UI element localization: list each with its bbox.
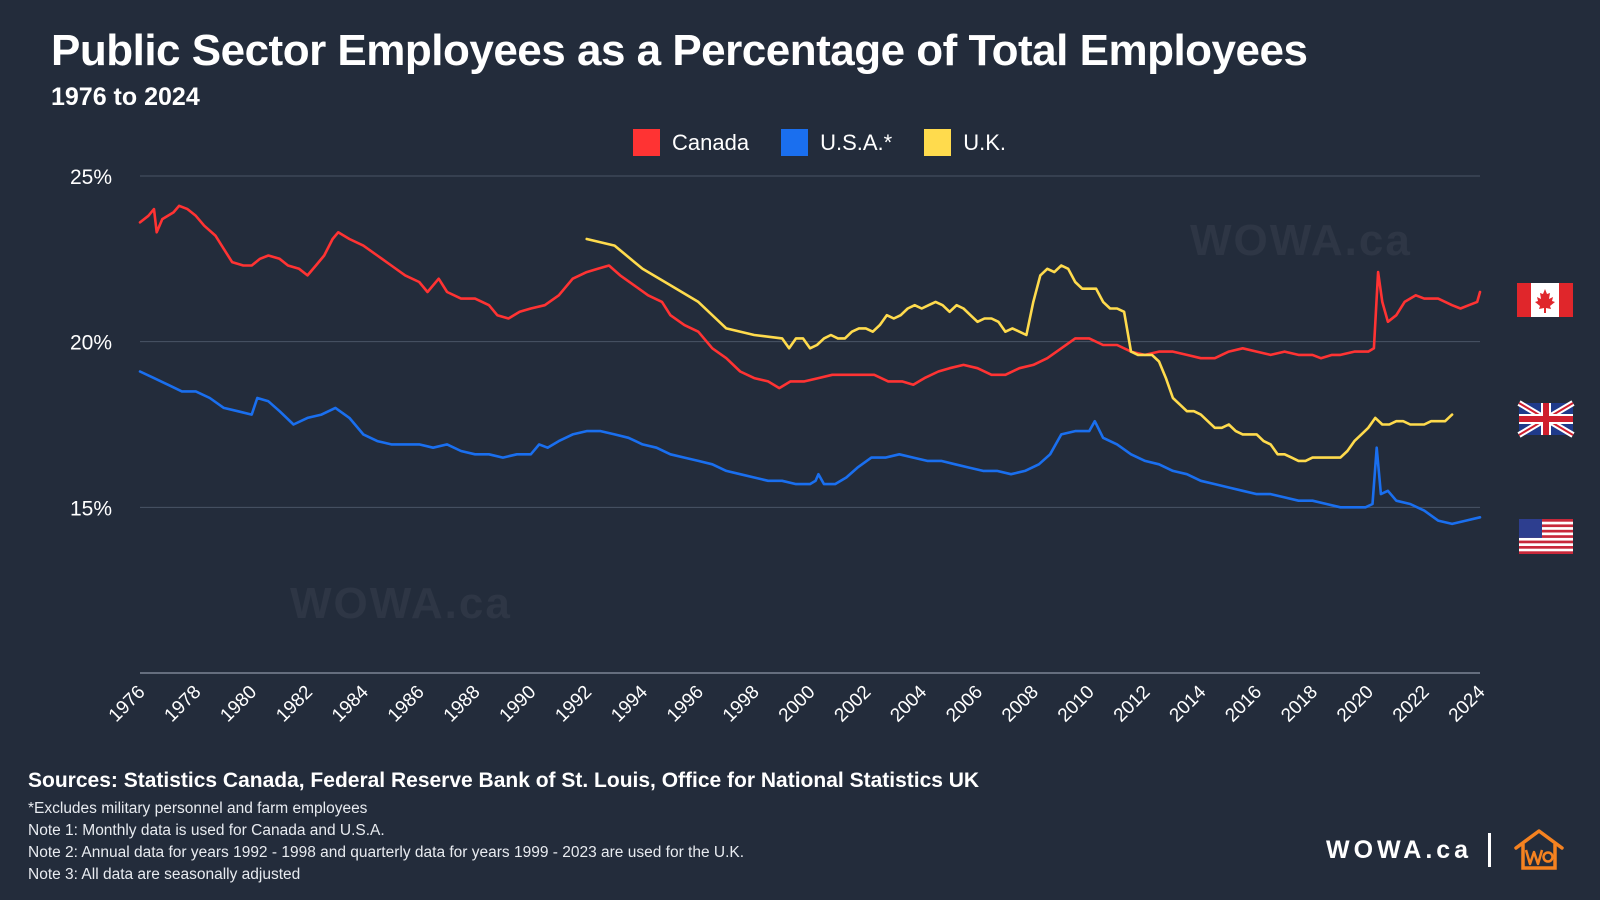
- legend-item-usa: U.S.A.*: [781, 129, 892, 156]
- legend-swatch-canada: [633, 129, 660, 156]
- legend-label-canada: Canada: [672, 129, 750, 155]
- x-tick-label: 1984: [328, 681, 373, 726]
- legend-swatch-usa: [781, 129, 809, 156]
- x-tick-label: 2016: [1221, 682, 1266, 727]
- x-tick-label: 1978: [161, 682, 206, 727]
- x-tick-label: 1976: [105, 682, 150, 727]
- footnote-usa: *Excludes military personnel and farm em…: [28, 800, 368, 817]
- x-tick-label: 2000: [775, 682, 820, 727]
- x-tick-label: 1982: [272, 682, 317, 727]
- x-tick-label: 2012: [1110, 682, 1155, 727]
- series-line-canada: [138, 204, 1482, 390]
- x-tick-label: 2024: [1445, 681, 1490, 726]
- x-tick-label: 2020: [1333, 682, 1378, 727]
- note-2: Note 2: Annual data for years 1992 - 199…: [28, 844, 745, 861]
- line-chart: WOWA.ca WOWA.ca 15%20%25% 1976 1978 1980 19…: [70, 166, 1575, 726]
- usa-flag-icon: [1519, 519, 1573, 554]
- y-tick-label: 20%: [70, 332, 112, 355]
- watermark-top: WOWA.ca: [1190, 216, 1412, 265]
- x-tick-label: 1998: [719, 682, 764, 727]
- series-line-usa: [138, 370, 1482, 526]
- x-tick-label: 2004: [886, 681, 931, 726]
- legend-item-uk: U.K.: [924, 129, 1006, 156]
- legend-swatch-uk: [924, 129, 952, 156]
- y-axis-ticks: 15% 20% 25%: [70, 166, 112, 520]
- x-axis-ticks: 1976 1978 1980 1982 1984 1986 1988 1990 1992 1994…: [105, 681, 1490, 726]
- x-tick-label: 1988: [440, 682, 485, 727]
- note-1: Note 1: Monthly data is used for Canada …: [28, 822, 385, 839]
- brand-name: WOWA.ca: [1326, 835, 1473, 864]
- x-tick-label: 2008: [998, 682, 1043, 727]
- legend-label-uk: U.K.: [963, 129, 1007, 155]
- x-tick-label: 2014: [1166, 681, 1211, 726]
- x-tick-label: 2022: [1389, 682, 1434, 727]
- chart-title: Public Sector Employees as a Percentage …: [51, 26, 1308, 75]
- watermark-bottom: WOWA.ca: [290, 579, 512, 628]
- footer: Sources: Statistics Canada, Federal Rese…: [28, 769, 979, 886]
- uk-flag-icon: [1517, 400, 1575, 438]
- x-tick-label: 1994: [607, 681, 652, 726]
- watermarks: WOWA.ca WOWA.ca: [290, 216, 1412, 628]
- x-tick-label: 1986: [384, 682, 429, 727]
- x-tick-label: 1996: [663, 682, 708, 727]
- legend-label-usa: U.S.A.*: [820, 129, 893, 155]
- x-tick-label: 2002: [831, 682, 876, 727]
- y-tick-label: 15%: [70, 497, 112, 520]
- y-tick-label: 25%: [70, 166, 112, 189]
- x-tick-label: 1990: [496, 682, 541, 727]
- canada-flag-icon: [1517, 283, 1573, 317]
- chart-subtitle: 1976 to 2024: [51, 83, 200, 111]
- x-tick-label: 2018: [1277, 682, 1322, 727]
- legend-item-canada: Canada: [633, 129, 749, 156]
- series-lines: [138, 204, 1482, 526]
- grid-lines: [140, 175, 1480, 674]
- brand: WOWA.ca: [1326, 828, 1565, 872]
- x-tick-label: 2006: [942, 682, 987, 727]
- sources-text: Sources: Statistics Canada, Federal Rese…: [28, 769, 980, 792]
- series-line-uk: [585, 237, 1454, 463]
- x-tick-label: 2010: [1054, 682, 1099, 727]
- x-tick-label: 1992: [551, 682, 596, 727]
- legend: Canada U.S.A.* U.K.: [633, 129, 1038, 156]
- brand-divider: [1488, 833, 1492, 867]
- x-tick-label: 1980: [216, 682, 261, 727]
- house-logo-icon: [1514, 829, 1564, 870]
- note-3: Note 3: All data are seasonally adjusted: [28, 866, 301, 883]
